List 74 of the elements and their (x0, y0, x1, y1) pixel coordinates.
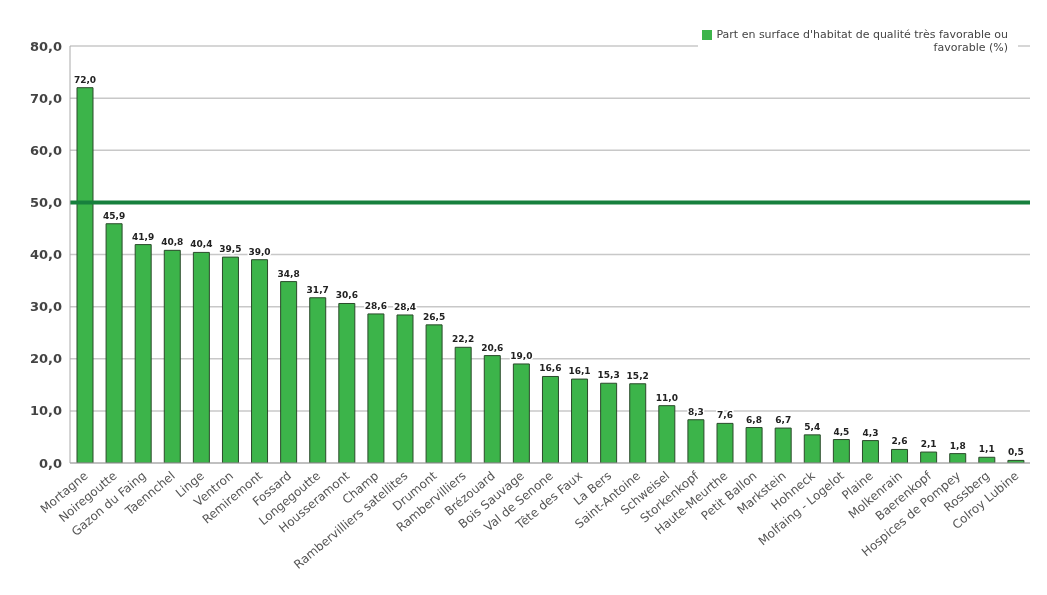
data-label: 6,8 (746, 414, 763, 425)
data-label: 40,4 (190, 239, 213, 250)
bar (454, 346, 472, 463)
data-label: 26,5 (422, 311, 446, 322)
bar (309, 297, 327, 463)
data-label: 16,6 (539, 363, 562, 374)
y-tick-label: 40,0 (29, 247, 62, 263)
data-label: 8,3 (687, 406, 704, 417)
bar (658, 405, 676, 463)
bar (280, 281, 298, 463)
bar (221, 256, 239, 463)
data-label: 34,8 (277, 268, 300, 279)
bar (803, 434, 821, 463)
bar (134, 244, 152, 463)
data-label: 2,1 (920, 439, 937, 450)
bar (425, 324, 443, 463)
data-label: 4,5 (833, 426, 850, 437)
data-label: 30,6 (335, 290, 358, 301)
data-label: 45,9 (102, 210, 126, 221)
data-label: 72,0 (73, 74, 97, 85)
legend-label: Part en surface d'habitat de qualité très favorable ou favorable (%) (716, 28, 1008, 54)
y-tick-label: 20,0 (29, 351, 62, 367)
bar (949, 453, 967, 463)
bar (541, 375, 559, 463)
bar (192, 251, 210, 463)
data-label: 19,0 (510, 350, 533, 361)
data-label: 40,8 (161, 237, 184, 248)
y-tick-label: 60,0 (29, 142, 62, 158)
data-label: 5,4 (804, 421, 821, 432)
bar (367, 313, 385, 463)
data-label: 2,6 (891, 436, 908, 447)
data-label: 11,0 (655, 392, 678, 403)
data-label: 15,3 (597, 370, 620, 381)
bar (861, 440, 879, 463)
bar (774, 427, 792, 463)
bar (105, 223, 123, 463)
data-label: 0,5 (1007, 447, 1024, 458)
bar (163, 249, 181, 463)
data-label: 28,4 (393, 301, 417, 312)
data-label: 22,2 (452, 334, 475, 345)
bar (512, 363, 530, 463)
data-label: 39,0 (248, 246, 271, 257)
bar (600, 382, 618, 463)
bar (832, 439, 850, 463)
y-tick-label: 30,0 (29, 299, 62, 315)
bar (483, 355, 501, 463)
data-label: 41,9 (132, 231, 155, 242)
data-label: 6,7 (775, 415, 792, 426)
y-tick-label: 10,0 (29, 403, 62, 419)
data-label: 15,2 (626, 370, 649, 381)
bar (396, 314, 414, 463)
bar (891, 448, 909, 463)
bar (920, 451, 938, 463)
bar (571, 378, 589, 463)
y-tick-label: 50,0 (29, 194, 62, 210)
bar (687, 419, 705, 463)
data-label: 1,1 (978, 444, 995, 455)
data-label: 39,5 (219, 244, 242, 255)
data-label: 28,6 (364, 300, 388, 311)
data-label: 7,6 (717, 410, 733, 421)
bar (716, 422, 734, 463)
bar (629, 383, 647, 463)
y-tick-label: 0,0 (38, 455, 62, 471)
data-label: 1,8 (949, 440, 966, 451)
data-label: 16,1 (568, 366, 591, 377)
y-tick-label: 80,0 (29, 38, 62, 54)
bar (338, 303, 356, 463)
data-label: 4,3 (862, 427, 879, 438)
data-label: 31,7 (306, 284, 329, 295)
y-tick-label: 70,0 (29, 90, 62, 106)
bar (745, 427, 763, 463)
data-label: 20,6 (481, 342, 504, 353)
bar (76, 87, 94, 463)
bar (251, 259, 269, 463)
